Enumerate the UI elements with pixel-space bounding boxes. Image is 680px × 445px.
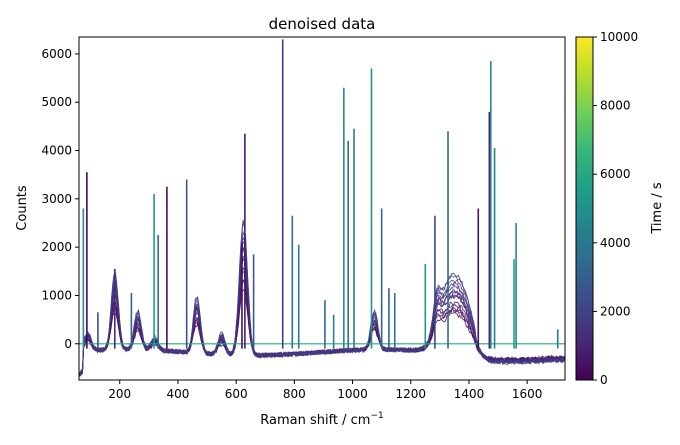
colorbar-tick-label: 8000: [600, 99, 631, 113]
colorbar-tick-label: 10000: [600, 30, 638, 44]
y-tick-label: 3000: [41, 192, 72, 206]
y-tick-label: 0: [64, 337, 72, 351]
y-tick-label: 1000: [41, 288, 72, 302]
colorbar-axis: 0 2000 4000 6000 8000 10000: [593, 30, 638, 387]
x-tick-label: 200: [108, 387, 131, 401]
x-axis-label: Raman shift / cm−1: [260, 411, 384, 428]
x-tick-label: 800: [283, 387, 306, 401]
x-tick-label: 600: [225, 387, 248, 401]
plot-frame: [78, 36, 566, 381]
y-tick-label: 5000: [41, 95, 72, 109]
x-tick-label: 1600: [512, 387, 543, 401]
colorbar-label: Time / s: [650, 182, 665, 234]
colorbar-tick-label: 6000: [600, 167, 631, 181]
y-axis-label: Counts: [15, 185, 30, 231]
series-layer: [79, 39, 565, 378]
colorbar: [575, 36, 594, 381]
colorbar-tick-label: 0: [600, 373, 608, 387]
x-tick-label: 400: [166, 387, 189, 401]
chart-title: denoised data: [269, 15, 376, 33]
x-tick-label: 1000: [337, 387, 368, 401]
y-axis: 0 1000 2000 3000 4000 5000 6000: [41, 47, 79, 351]
spectrum-line-13: [79, 222, 565, 377]
y-tick-label: 2000: [41, 240, 72, 254]
colorbar-tick-label: 2000: [600, 304, 631, 318]
x-tick-label: 1400: [454, 387, 485, 401]
y-tick-label: 4000: [41, 144, 72, 158]
x-tick-label: 1200: [395, 387, 426, 401]
colorbar-tick-label: 4000: [600, 236, 631, 250]
y-tick-label: 6000: [41, 47, 72, 61]
x-axis: 200 400 600 800 1000 1200 1400 1600: [108, 380, 542, 401]
